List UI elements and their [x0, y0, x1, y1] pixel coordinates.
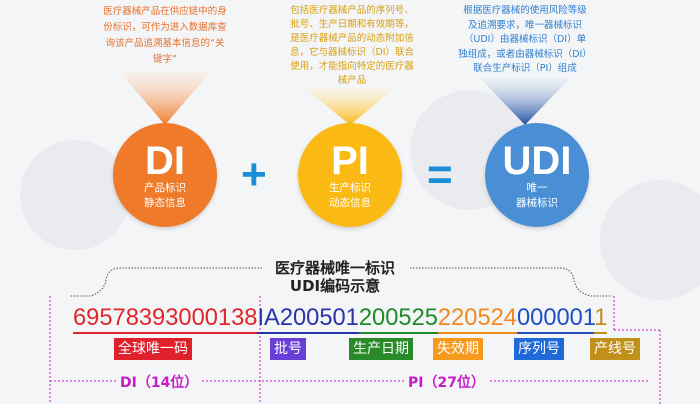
label-expiry-date: 失效期: [433, 338, 483, 360]
text-line: 根据医疗器械的使用风险等级: [463, 5, 587, 16]
udi-cone: [480, 78, 570, 125]
plus-sign: +: [241, 150, 267, 199]
di-length: DI（14位）: [116, 372, 203, 392]
label-global-unique-code: 全球唯一码: [114, 338, 192, 360]
label-production-date: 生产日期: [349, 338, 413, 360]
text-line: 联合生产标识（PI）组成: [473, 63, 577, 74]
code-serial: 000001: [516, 305, 595, 334]
text-line: 息，它与器械标识（DI）联合: [289, 47, 415, 58]
text-line: 询该产品追溯基本信息的“关: [105, 38, 225, 49]
text-line: 独组成，或者由器械标识（DI）: [458, 48, 592, 60]
pi-sub1: 生产标识: [329, 182, 371, 194]
pi-cone: [305, 88, 395, 125]
label-line: 产线号: [590, 338, 640, 360]
udi-circle: UDI 唯一 器械标识: [485, 123, 589, 227]
label-batch: 批号: [270, 338, 306, 360]
background-decoration: [20, 140, 130, 250]
text-line: 械产品: [337, 75, 367, 86]
pi-label: PI: [331, 139, 369, 183]
text-line: 份标识，可作为进入数据库查: [103, 22, 227, 33]
text-line: （UDI）由器械标识（DI）单: [463, 34, 587, 45]
pi-length: PI（27位）: [404, 372, 489, 392]
pi-circle: PI 生产标识 动态信息: [298, 123, 402, 227]
text-line: 是医疗器械产品的动态附加信: [290, 33, 414, 44]
label-serial: 序列号: [514, 338, 564, 360]
background-decoration: [600, 180, 700, 300]
pi-sub2: 动态信息: [329, 197, 371, 209]
code-line: 1: [594, 305, 608, 334]
text-line: 使用，才能指向特定的医疗器: [290, 61, 414, 72]
cone-pointers: [120, 72, 570, 125]
udi-description: 根据医疗器械的使用风险等级 及追溯要求，唯一器械标识 （UDI）由器械标识（DI…: [450, 4, 600, 77]
di-sub1: 产品标识: [144, 182, 186, 194]
text-line: 包括医疗器械产品的序列号、: [290, 5, 414, 16]
udi-label: UDI: [502, 139, 572, 183]
udi-code: 69578393000138IA200501200525220524000001…: [73, 304, 608, 334]
udi-sub2: 器械标识: [516, 197, 558, 209]
diagram-title: 医疗器械唯一标识: [274, 259, 395, 277]
equals-sign: =: [427, 150, 453, 199]
code-production-date: 200525: [358, 305, 438, 334]
code-batch: IA200501: [257, 305, 359, 334]
diagram-subtitle: UDI编码示意: [289, 277, 381, 295]
text-line: 键字”: [153, 54, 177, 65]
di-description: 医疗器械产品在供应链中的身 份标识，可作为进入数据库查 询该产品追溯基本信息的“…: [95, 4, 235, 68]
di-circle: DI 产品标识 静态信息: [113, 123, 217, 227]
di-cone: [120, 72, 210, 125]
code-di: 69578393000138: [73, 305, 258, 334]
code-expiry-date: 220524: [437, 305, 517, 334]
text-line: 批号、生产日期和有效期等，: [290, 19, 414, 30]
udi-sub1: 唯一: [526, 182, 548, 194]
text-line: 及追溯要求，唯一器械标识: [467, 19, 582, 31]
pi-description: 包括医疗器械产品的序列号、 批号、生产日期和有效期等， 是医疗器械产品的动态附加…: [282, 4, 422, 88]
text-line: 医疗器械产品在供应链中的身: [103, 6, 227, 17]
di-label: DI: [145, 139, 185, 183]
di-sub2: 静态信息: [144, 197, 186, 209]
